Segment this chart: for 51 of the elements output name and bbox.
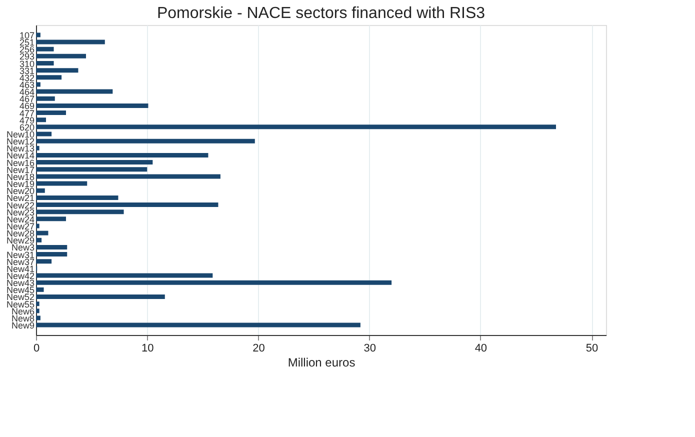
x-tick-label: 10 bbox=[141, 342, 154, 354]
bar bbox=[36, 68, 78, 73]
bar bbox=[36, 174, 220, 179]
x-tick-label: 0 bbox=[33, 342, 40, 354]
bar bbox=[36, 252, 68, 257]
bar bbox=[36, 273, 213, 278]
bar bbox=[36, 259, 52, 264]
bar bbox=[36, 89, 113, 94]
bar bbox=[36, 82, 40, 87]
bar bbox=[36, 40, 105, 44]
bar bbox=[36, 287, 44, 292]
x-tick-label: 50 bbox=[586, 342, 598, 354]
bar bbox=[36, 316, 40, 320]
bar bbox=[36, 96, 55, 101]
bar bbox=[36, 32, 40, 38]
x-tick-label: 40 bbox=[474, 342, 488, 354]
x-tick-label: 30 bbox=[364, 342, 376, 354]
y-tick-label: 107 bbox=[19, 30, 34, 40]
chart-title: Pomorskie - NACE sectors financed with RIS3 bbox=[156, 5, 486, 22]
bar bbox=[36, 224, 40, 228]
bar bbox=[36, 195, 118, 200]
bar bbox=[36, 110, 66, 116]
bar bbox=[36, 132, 52, 136]
x-tick-label: 20 bbox=[252, 342, 265, 354]
bar bbox=[36, 75, 62, 80]
bar bbox=[36, 46, 54, 52]
x-axis-title: Million euros bbox=[288, 356, 356, 370]
y-tick-label: New9 bbox=[11, 320, 34, 331]
bar bbox=[36, 124, 556, 130]
bar bbox=[36, 308, 40, 314]
bar bbox=[36, 54, 86, 58]
bar bbox=[36, 103, 148, 108]
bar bbox=[36, 216, 66, 222]
bar bbox=[36, 61, 54, 66]
bar bbox=[36, 244, 68, 250]
bar bbox=[36, 152, 208, 158]
bar bbox=[36, 202, 218, 208]
bar bbox=[36, 302, 40, 306]
bar bbox=[36, 238, 42, 242]
bar bbox=[36, 160, 153, 165]
bar bbox=[36, 230, 48, 236]
bar bbox=[36, 118, 46, 122]
bar bbox=[36, 167, 148, 172]
bar bbox=[36, 146, 40, 150]
bar bbox=[36, 181, 88, 186]
bar bbox=[36, 188, 45, 193]
bar bbox=[36, 322, 360, 328]
bar bbox=[36, 210, 124, 214]
bar bbox=[36, 280, 392, 285]
bar bbox=[36, 294, 165, 299]
bar bbox=[36, 138, 255, 144]
